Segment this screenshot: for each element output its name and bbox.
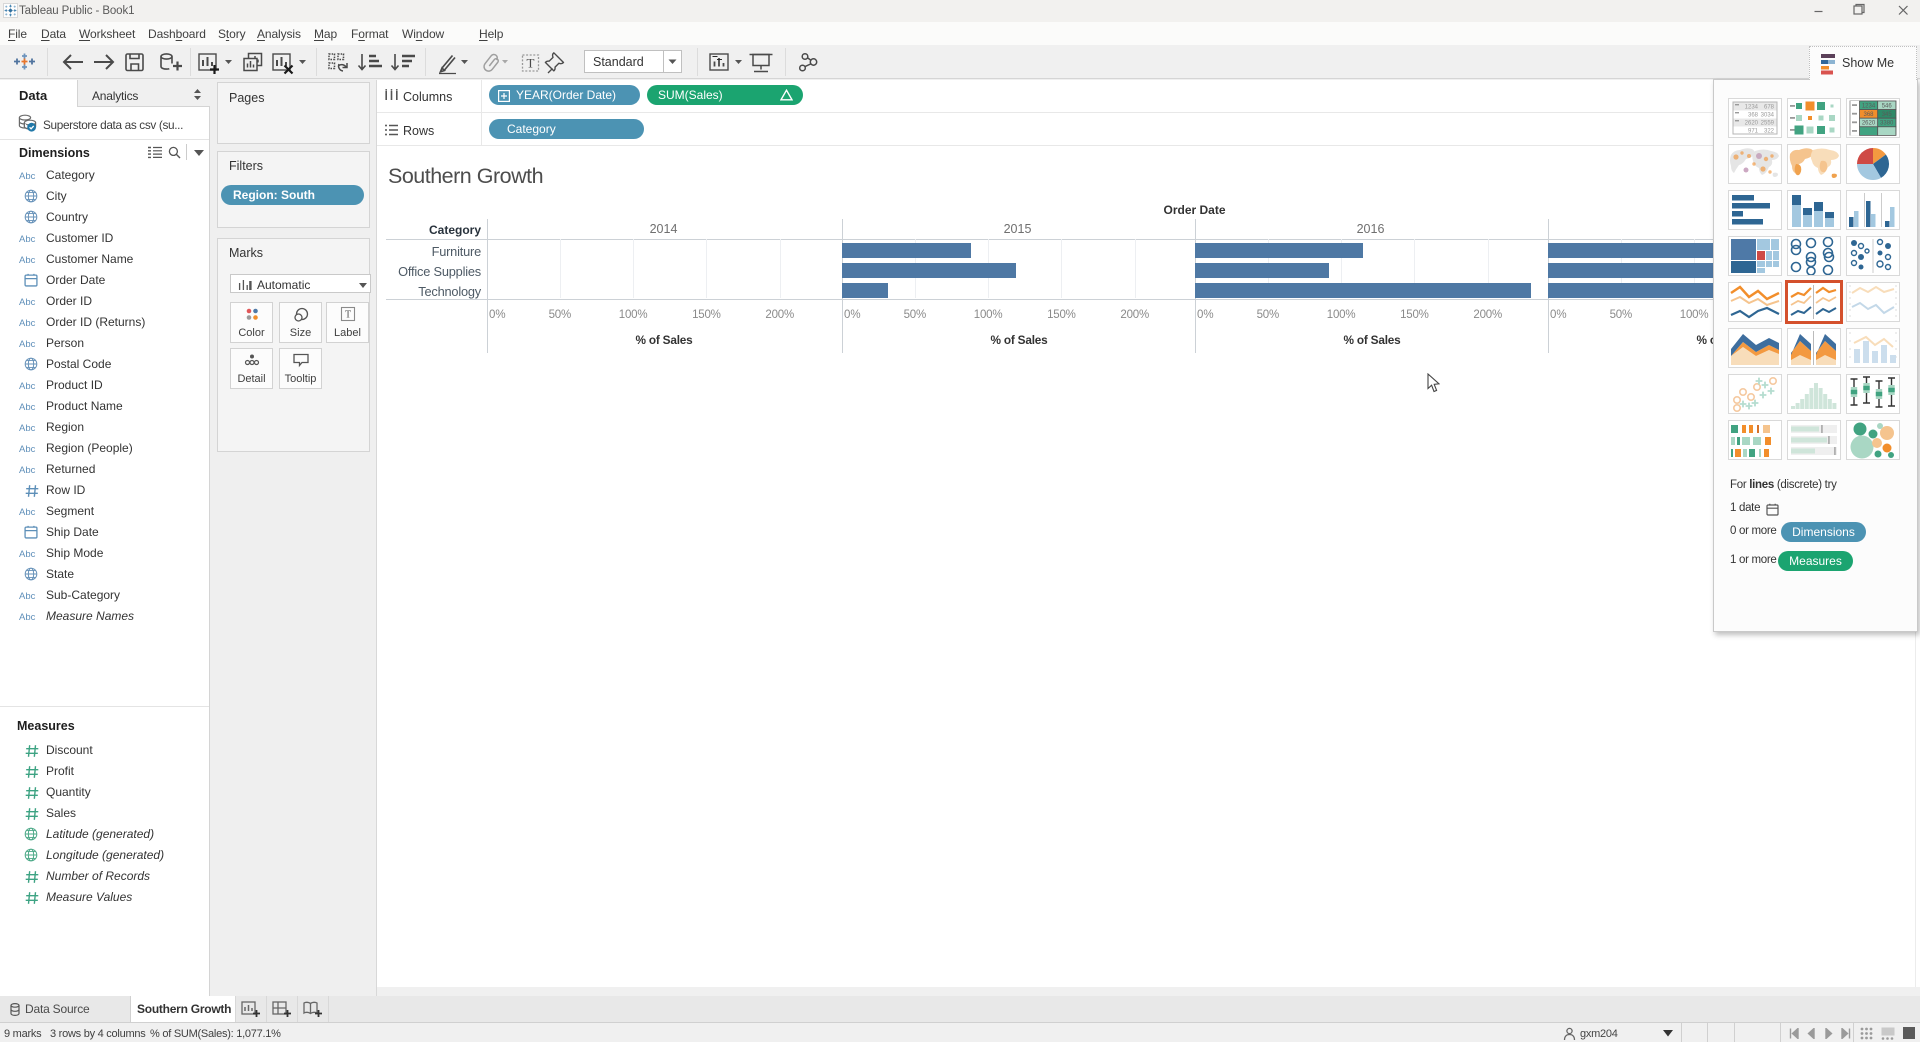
svg-text:3380: 3380 <box>1880 121 1894 127</box>
svg-text:T: T <box>344 310 350 321</box>
svg-text:368: 368 <box>1863 112 1874 118</box>
svg-text:2620: 2620 <box>1745 121 1759 127</box>
svg-text:1234: 1234 <box>1862 103 1876 109</box>
svg-text:368: 368 <box>1748 113 1759 119</box>
svg-text:546: 546 <box>1882 103 1893 109</box>
svg-text:3034: 3034 <box>1761 113 1775 119</box>
svg-text:345: 345 <box>1882 112 1893 118</box>
svg-text:2620: 2620 <box>1862 121 1876 127</box>
svg-text:678: 678 <box>1764 105 1775 111</box>
svg-text:971: 971 <box>1748 129 1759 135</box>
svg-text:Standard: Standard <box>593 55 644 69</box>
svg-text:1234: 1234 <box>1745 105 1759 111</box>
svg-text:2559: 2559 <box>1761 121 1775 127</box>
svg-text:T: T <box>527 56 535 71</box>
svg-text:322: 322 <box>1764 129 1775 135</box>
